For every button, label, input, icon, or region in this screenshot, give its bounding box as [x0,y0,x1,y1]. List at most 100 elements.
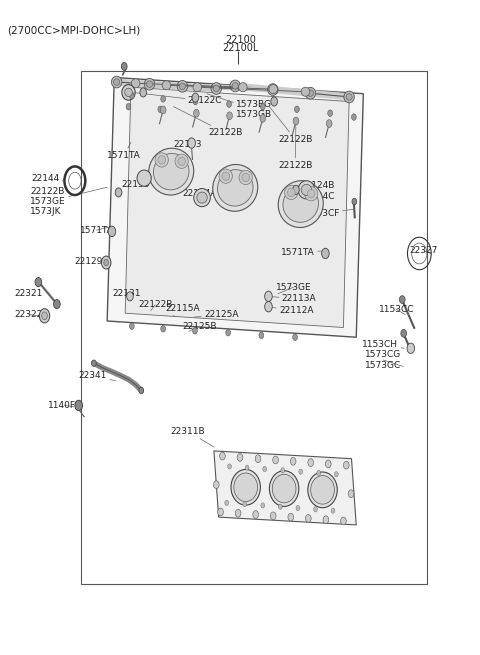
Circle shape [160,106,166,114]
Text: 22125B: 22125B [182,322,216,331]
Circle shape [235,510,241,517]
Circle shape [348,490,354,498]
Circle shape [214,481,219,489]
Text: 22100L: 22100L [222,43,258,53]
Ellipse shape [144,79,155,90]
Text: 1571TA: 1571TA [281,248,324,257]
Circle shape [271,97,277,106]
Text: 22144: 22144 [31,174,64,183]
Polygon shape [125,87,349,328]
Ellipse shape [222,172,229,180]
Ellipse shape [288,188,295,196]
Ellipse shape [125,88,132,97]
Circle shape [335,472,338,477]
Ellipse shape [307,90,313,96]
Ellipse shape [217,170,253,206]
Ellipse shape [219,169,232,183]
Ellipse shape [213,85,219,92]
Circle shape [140,88,146,97]
Ellipse shape [239,83,247,92]
Text: (2700CC>MPI-DOHC>LH): (2700CC>MPI-DOHC>LH) [8,26,141,35]
Ellipse shape [272,474,296,503]
Circle shape [35,278,42,287]
Text: 22113A: 22113A [267,295,316,303]
Circle shape [115,188,122,197]
Text: 22122B
1573GE
1573JK: 22122B 1573GE 1573JK [30,187,107,216]
Circle shape [264,291,272,301]
Circle shape [101,256,111,269]
Text: 22122B: 22122B [138,300,172,310]
Circle shape [218,508,223,516]
Ellipse shape [283,186,319,222]
Circle shape [281,468,285,473]
Bar [81,71,427,584]
Circle shape [226,329,230,336]
Circle shape [259,332,264,339]
Circle shape [42,312,48,320]
Ellipse shape [298,181,315,199]
Ellipse shape [242,174,250,181]
Circle shape [245,465,249,470]
Text: 22321: 22321 [14,285,43,298]
Circle shape [264,301,272,312]
Circle shape [323,516,329,523]
Ellipse shape [158,156,166,164]
Ellipse shape [230,80,240,92]
Circle shape [75,400,83,411]
Ellipse shape [268,84,278,96]
Text: 22341: 22341 [79,371,116,381]
Ellipse shape [301,184,312,195]
Text: 22131: 22131 [112,290,140,298]
Circle shape [158,106,163,113]
Ellipse shape [278,181,323,227]
Circle shape [193,98,198,105]
Ellipse shape [304,187,318,201]
Ellipse shape [193,83,202,92]
Circle shape [260,115,265,122]
Ellipse shape [175,154,188,168]
Text: 22114A: 22114A [182,189,216,198]
Circle shape [161,326,166,332]
Text: 22124B
22124C: 22124B 22124C [297,181,335,201]
Circle shape [261,103,265,110]
Ellipse shape [111,76,122,88]
Circle shape [328,110,333,117]
Ellipse shape [307,189,315,198]
Circle shape [322,248,329,259]
Circle shape [273,456,278,464]
Ellipse shape [308,472,337,508]
Text: 22122B: 22122B [278,119,312,170]
Text: 1573CG
1573GC: 1573CG 1573GC [365,350,403,369]
Text: 1140FF: 1140FF [48,401,81,410]
Circle shape [130,92,134,99]
Circle shape [278,504,282,510]
Text: 22135: 22135 [121,177,150,189]
Circle shape [193,109,199,117]
Ellipse shape [269,471,299,506]
Circle shape [288,514,294,521]
Circle shape [325,460,331,468]
Circle shape [261,503,264,508]
Circle shape [227,112,232,120]
Text: 1571TA: 1571TA [80,225,113,234]
Ellipse shape [213,164,258,212]
Ellipse shape [197,192,207,203]
Ellipse shape [231,470,261,505]
Circle shape [341,517,346,525]
Circle shape [225,500,228,506]
Circle shape [290,457,296,465]
Circle shape [317,470,321,476]
Circle shape [243,502,247,507]
Circle shape [293,117,299,125]
Circle shape [130,323,134,329]
Ellipse shape [232,83,239,89]
Circle shape [228,464,231,469]
Circle shape [192,93,199,102]
Ellipse shape [285,185,298,200]
Circle shape [104,259,108,266]
Ellipse shape [114,79,120,85]
Text: 22100: 22100 [225,35,256,45]
Polygon shape [214,451,356,525]
Circle shape [127,291,133,301]
Circle shape [308,458,313,466]
